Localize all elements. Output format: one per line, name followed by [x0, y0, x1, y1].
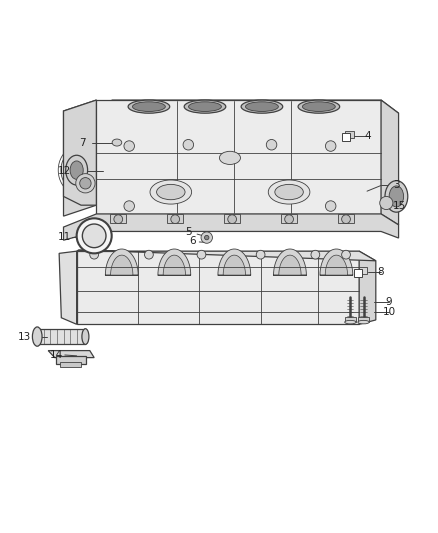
Circle shape	[342, 215, 350, 223]
Ellipse shape	[275, 184, 304, 200]
Text: 3: 3	[393, 181, 400, 190]
Polygon shape	[59, 251, 77, 324]
Circle shape	[325, 201, 336, 211]
Ellipse shape	[70, 161, 83, 179]
Polygon shape	[112, 100, 399, 113]
Polygon shape	[77, 251, 359, 324]
Polygon shape	[281, 214, 297, 223]
Ellipse shape	[389, 186, 403, 207]
Polygon shape	[320, 249, 353, 275]
Polygon shape	[64, 214, 399, 240]
Ellipse shape	[345, 320, 356, 324]
Circle shape	[124, 201, 134, 211]
Ellipse shape	[358, 320, 369, 324]
Ellipse shape	[32, 327, 42, 346]
Text: 13: 13	[18, 333, 31, 343]
Text: 5: 5	[185, 228, 192, 237]
Polygon shape	[381, 100, 399, 225]
Polygon shape	[345, 317, 356, 322]
Ellipse shape	[385, 181, 408, 212]
Polygon shape	[96, 100, 381, 214]
Polygon shape	[279, 255, 301, 275]
Circle shape	[82, 224, 106, 248]
Polygon shape	[163, 255, 186, 275]
Ellipse shape	[128, 100, 170, 113]
Circle shape	[342, 251, 350, 259]
Circle shape	[205, 236, 209, 240]
Polygon shape	[64, 100, 96, 205]
Text: 4: 4	[364, 131, 371, 141]
Circle shape	[114, 215, 123, 223]
Text: 15: 15	[393, 201, 406, 211]
Polygon shape	[224, 214, 240, 223]
Bar	[56, 356, 86, 364]
Bar	[359, 267, 367, 273]
Text: 14: 14	[49, 350, 63, 360]
Polygon shape	[110, 214, 126, 223]
Polygon shape	[64, 100, 96, 216]
Ellipse shape	[188, 102, 222, 111]
Ellipse shape	[132, 102, 166, 111]
Text: 9: 9	[385, 297, 392, 308]
Polygon shape	[358, 317, 369, 322]
Ellipse shape	[82, 329, 89, 344]
Bar	[60, 362, 81, 367]
Bar	[342, 133, 350, 141]
Circle shape	[80, 177, 91, 189]
Text: 6: 6	[189, 236, 196, 246]
Polygon shape	[325, 255, 348, 275]
Circle shape	[171, 215, 180, 223]
Bar	[345, 131, 354, 138]
Bar	[354, 269, 362, 277]
Circle shape	[325, 141, 336, 151]
Circle shape	[183, 140, 194, 150]
Text: 10: 10	[382, 306, 396, 317]
Ellipse shape	[241, 100, 283, 113]
Ellipse shape	[184, 100, 226, 113]
Polygon shape	[48, 351, 94, 358]
Circle shape	[228, 215, 237, 223]
Ellipse shape	[268, 180, 310, 204]
Circle shape	[77, 219, 112, 253]
Circle shape	[266, 140, 277, 150]
Text: 7: 7	[79, 138, 86, 148]
Polygon shape	[110, 255, 133, 275]
Polygon shape	[273, 249, 307, 275]
Ellipse shape	[156, 184, 185, 200]
Circle shape	[311, 251, 320, 259]
Circle shape	[197, 251, 206, 259]
Text: 8: 8	[378, 266, 385, 277]
Circle shape	[145, 251, 153, 259]
Polygon shape	[223, 255, 245, 275]
Polygon shape	[167, 214, 183, 223]
Ellipse shape	[112, 139, 122, 146]
Polygon shape	[37, 329, 85, 344]
Ellipse shape	[66, 155, 88, 185]
Circle shape	[76, 174, 95, 193]
Text: 12: 12	[58, 166, 71, 176]
Circle shape	[124, 141, 134, 151]
Polygon shape	[77, 250, 376, 261]
Polygon shape	[359, 251, 376, 324]
Polygon shape	[106, 249, 138, 275]
Ellipse shape	[150, 180, 192, 204]
Circle shape	[256, 251, 265, 259]
Text: 11: 11	[58, 232, 71, 242]
Ellipse shape	[302, 102, 336, 111]
Circle shape	[90, 251, 99, 259]
Ellipse shape	[298, 100, 340, 113]
Ellipse shape	[219, 151, 240, 165]
Circle shape	[380, 197, 393, 209]
Circle shape	[285, 215, 293, 223]
Polygon shape	[158, 249, 191, 275]
Polygon shape	[218, 249, 251, 275]
Ellipse shape	[245, 102, 279, 111]
Polygon shape	[338, 214, 354, 223]
Circle shape	[201, 232, 212, 243]
